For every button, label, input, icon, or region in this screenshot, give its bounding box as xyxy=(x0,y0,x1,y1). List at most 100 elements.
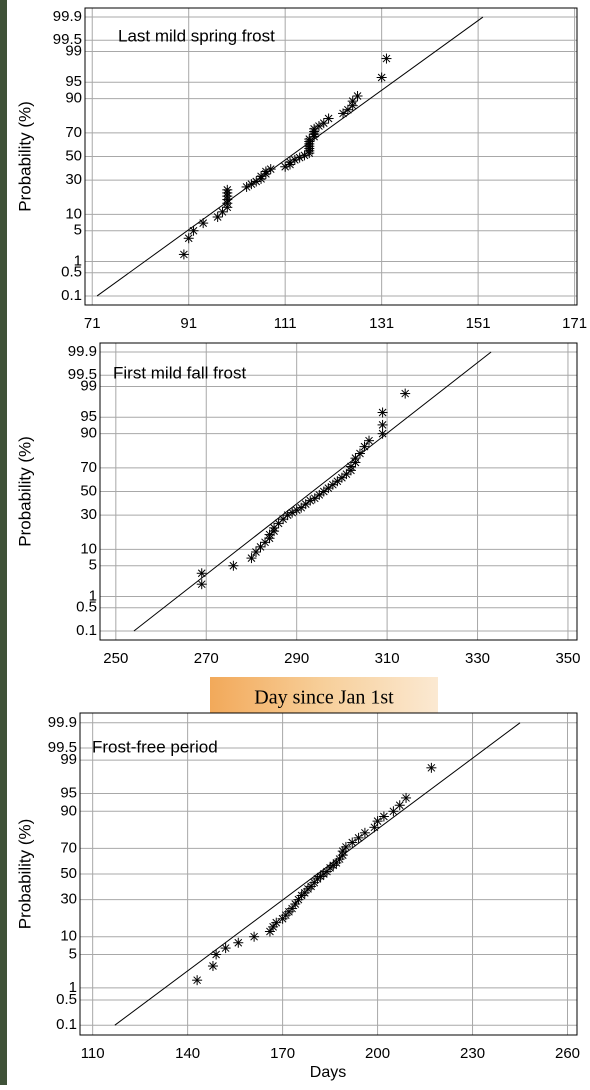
y-tick-label: 99 xyxy=(80,377,97,394)
y-tick-label: 70 xyxy=(80,459,97,476)
fit-line xyxy=(96,16,484,297)
x-tick-label: 140 xyxy=(175,1045,200,1062)
y-tick-label: 50 xyxy=(60,865,77,882)
point-stroke xyxy=(380,812,388,821)
point-stroke xyxy=(401,389,410,398)
point-stroke xyxy=(301,500,310,508)
point xyxy=(313,121,324,132)
point-stroke xyxy=(361,828,369,837)
point-stroke xyxy=(297,503,306,512)
y-tick-label: 50 xyxy=(80,482,97,499)
x-tick-label: 110 xyxy=(81,1045,105,1062)
y-tick-label: 0.1 xyxy=(76,622,97,639)
y-tick-label: 95 xyxy=(60,784,77,801)
point xyxy=(220,943,231,954)
y-tick-label: 99.9 xyxy=(68,343,97,360)
point xyxy=(353,832,364,843)
point-stroke xyxy=(300,888,309,897)
point xyxy=(249,931,260,942)
point-stroke xyxy=(356,449,364,458)
x-tick-label: 230 xyxy=(460,1045,485,1062)
point-stroke xyxy=(333,477,342,486)
point-stroke xyxy=(378,421,387,429)
y-axis-label: Probability (%) xyxy=(15,819,34,930)
y-tick-label: 1 xyxy=(89,587,97,604)
y-tick-label: 0.1 xyxy=(56,1016,77,1033)
y-tick-label: 90 xyxy=(60,802,77,819)
x-tick-label: 310 xyxy=(375,650,400,667)
point-stroke xyxy=(229,561,238,570)
y-tick-label: 5 xyxy=(89,557,97,574)
point-stroke xyxy=(223,185,232,194)
chart-title: Last mild spring frost xyxy=(118,26,275,45)
y-tick-label: 95 xyxy=(65,73,82,90)
x-tick-label: 111 xyxy=(274,315,297,332)
y-tick-label: 99.9 xyxy=(48,714,77,731)
point xyxy=(347,837,358,848)
point-stroke xyxy=(193,976,201,985)
y-tick-label: 10 xyxy=(65,205,82,222)
chart-title: Frost-free period xyxy=(92,737,218,756)
point xyxy=(426,762,437,773)
x-tick-label: 91 xyxy=(180,315,197,332)
point xyxy=(354,448,365,459)
point-stroke xyxy=(338,847,347,855)
x-tick-label: 330 xyxy=(465,650,490,667)
point-stroke xyxy=(212,950,220,959)
y-axis-label: Probability (%) xyxy=(15,436,34,547)
point xyxy=(350,453,361,464)
point-stroke xyxy=(370,823,379,832)
point xyxy=(388,806,399,817)
point xyxy=(342,104,353,115)
y-tick-label: 90 xyxy=(65,90,82,107)
x-tick-label: 250 xyxy=(103,650,128,667)
point-stroke xyxy=(315,491,324,499)
point-stroke xyxy=(402,794,410,802)
x-tick-label: 171 xyxy=(562,315,587,332)
point-stroke xyxy=(377,73,386,82)
point xyxy=(381,53,392,64)
chart-title: First mild fall frost xyxy=(113,363,246,382)
x-axis-label: Day since Jan 1st xyxy=(254,687,394,709)
point xyxy=(178,249,189,260)
point xyxy=(233,937,244,948)
y-tick-label: 1 xyxy=(69,979,77,996)
point-stroke xyxy=(221,944,230,952)
point-stroke xyxy=(365,436,373,445)
point xyxy=(273,518,284,529)
point-stroke xyxy=(395,801,404,810)
point-stroke xyxy=(342,470,351,478)
point-stroke xyxy=(189,226,198,235)
plot-frame xyxy=(79,712,578,1036)
y-tick-label: 30 xyxy=(60,891,77,908)
y-tick-label: 99.9 xyxy=(53,8,82,25)
point-stroke xyxy=(269,923,277,931)
point-stroke xyxy=(291,900,300,908)
x-tick-label: 200 xyxy=(365,1045,390,1062)
point xyxy=(265,164,276,175)
point-stroke xyxy=(378,408,387,417)
point xyxy=(287,903,298,914)
point xyxy=(341,469,352,480)
y-tick-label: 99 xyxy=(65,42,82,59)
point-stroke xyxy=(199,219,208,227)
point xyxy=(196,568,207,579)
x-tick-label: 260 xyxy=(555,1045,580,1062)
point-stroke xyxy=(328,480,337,489)
point xyxy=(192,975,203,986)
x-tick-label: 131 xyxy=(369,315,394,332)
point-stroke xyxy=(247,554,256,562)
side-strip xyxy=(0,0,7,1085)
y-tick-label: 99.5 xyxy=(53,31,82,48)
point-stroke xyxy=(319,487,328,496)
point-stroke xyxy=(373,817,382,825)
point xyxy=(228,560,239,571)
point-stroke xyxy=(342,843,350,851)
point xyxy=(264,529,275,540)
point-stroke xyxy=(180,250,188,259)
point-stroke xyxy=(197,569,206,578)
point xyxy=(376,72,387,83)
point-stroke xyxy=(354,833,363,842)
point xyxy=(400,388,411,399)
y-tick-label: 30 xyxy=(80,506,97,523)
